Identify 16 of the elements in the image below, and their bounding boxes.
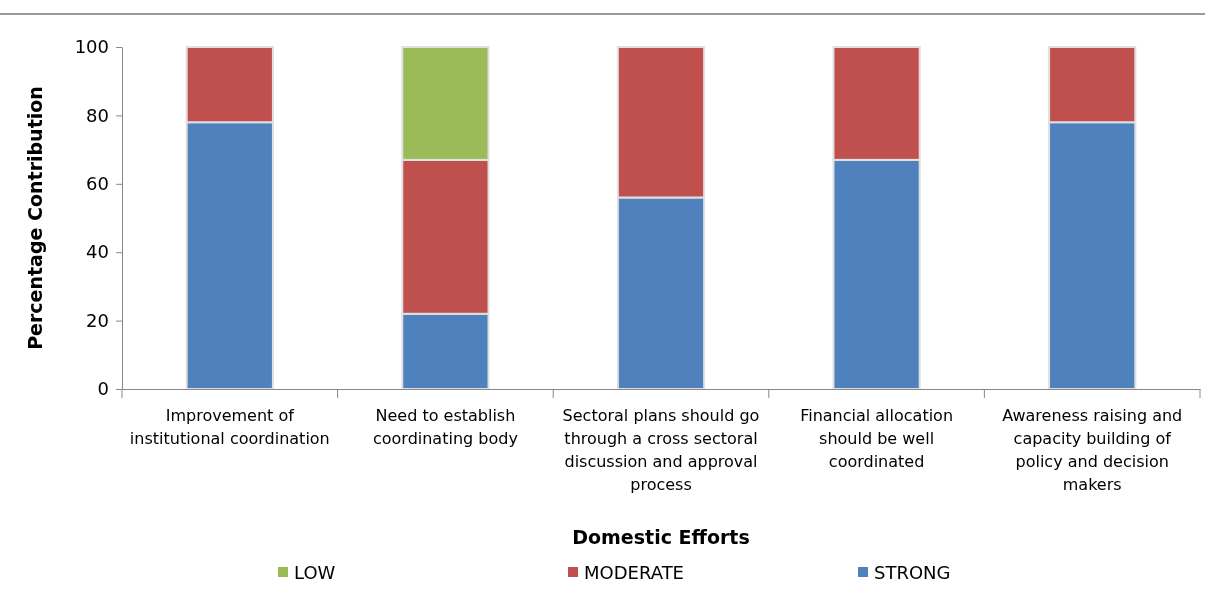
x-tick-label: Improvement of institutional coordination [129, 406, 330, 448]
y-tick-label: 80 [86, 104, 109, 126]
y-tick-label: 100 [74, 36, 109, 58]
y-tick-label: 60 [86, 173, 109, 195]
x-axis-title: Domestic Efforts [572, 526, 750, 548]
x-tick-label: Financial allocation should be well coordinated [800, 406, 954, 471]
x-tick-label: Awareness raising and capacity building of policy and decision makers [1002, 406, 1183, 494]
legend-label: LOW [294, 562, 336, 583]
legend-label: MODERATE [584, 562, 684, 583]
y-tick-label: 0 [97, 378, 109, 400]
y-tick-label: 40 [86, 241, 109, 263]
x-tick-label: Sectoral plans should go through a cross sectoral discussion and approval process [562, 406, 760, 494]
y-tick-label: 20 [86, 309, 109, 331]
x-tick-label: Need to establish coordinating body [372, 406, 518, 448]
y-axis-title: Percentage Contribution [24, 86, 46, 350]
legend-label: STRONG [874, 562, 951, 583]
